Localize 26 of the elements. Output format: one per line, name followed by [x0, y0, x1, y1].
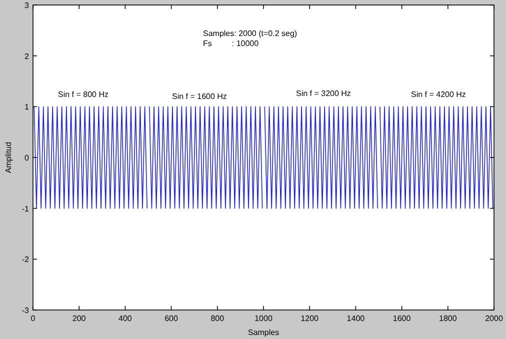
x-tick-label: 1800 [439, 314, 458, 323]
x-axis-title: Samples [248, 328, 280, 337]
annotation: Sin f = 4200 Hz [411, 90, 466, 99]
y-tick-label: -3 [22, 306, 30, 315]
x-tick-label: 400 [118, 314, 132, 323]
y-tick-label: 0 [24, 154, 30, 162]
annotation: Samples: 2000 (t=0.2 seg) [203, 29, 298, 38]
y-tick-label: -1 [22, 204, 30, 214]
annotation: Sin f = 1600 Hz [172, 92, 227, 101]
x-tick-label: 2000 [485, 314, 504, 323]
annotation: Sin f = 3200 Hz [296, 89, 351, 98]
y-tick-label: 3 [24, 1, 30, 10]
y-tick-label: 1 [24, 102, 30, 112]
x-tick-label: 1600 [392, 314, 412, 323]
x-tick-label: 1400 [346, 314, 366, 323]
annotation: Sin f = 800 Hz [58, 90, 108, 99]
y-axis-title: Amplitud [4, 142, 13, 174]
x-tick-label: 1200 [300, 314, 320, 323]
x-tick-label: 600 [164, 314, 179, 323]
x-tick-label: 200 [72, 314, 86, 323]
x-tick-label: 1000 [254, 314, 273, 323]
x-tick-label: 0 [30, 314, 36, 323]
x-tick-label: 800 [210, 314, 225, 323]
y-tick-label: -2 [22, 255, 30, 264]
y-tick-label: 2 [24, 52, 30, 61]
annotation: Fs : 10000 [203, 39, 260, 48]
